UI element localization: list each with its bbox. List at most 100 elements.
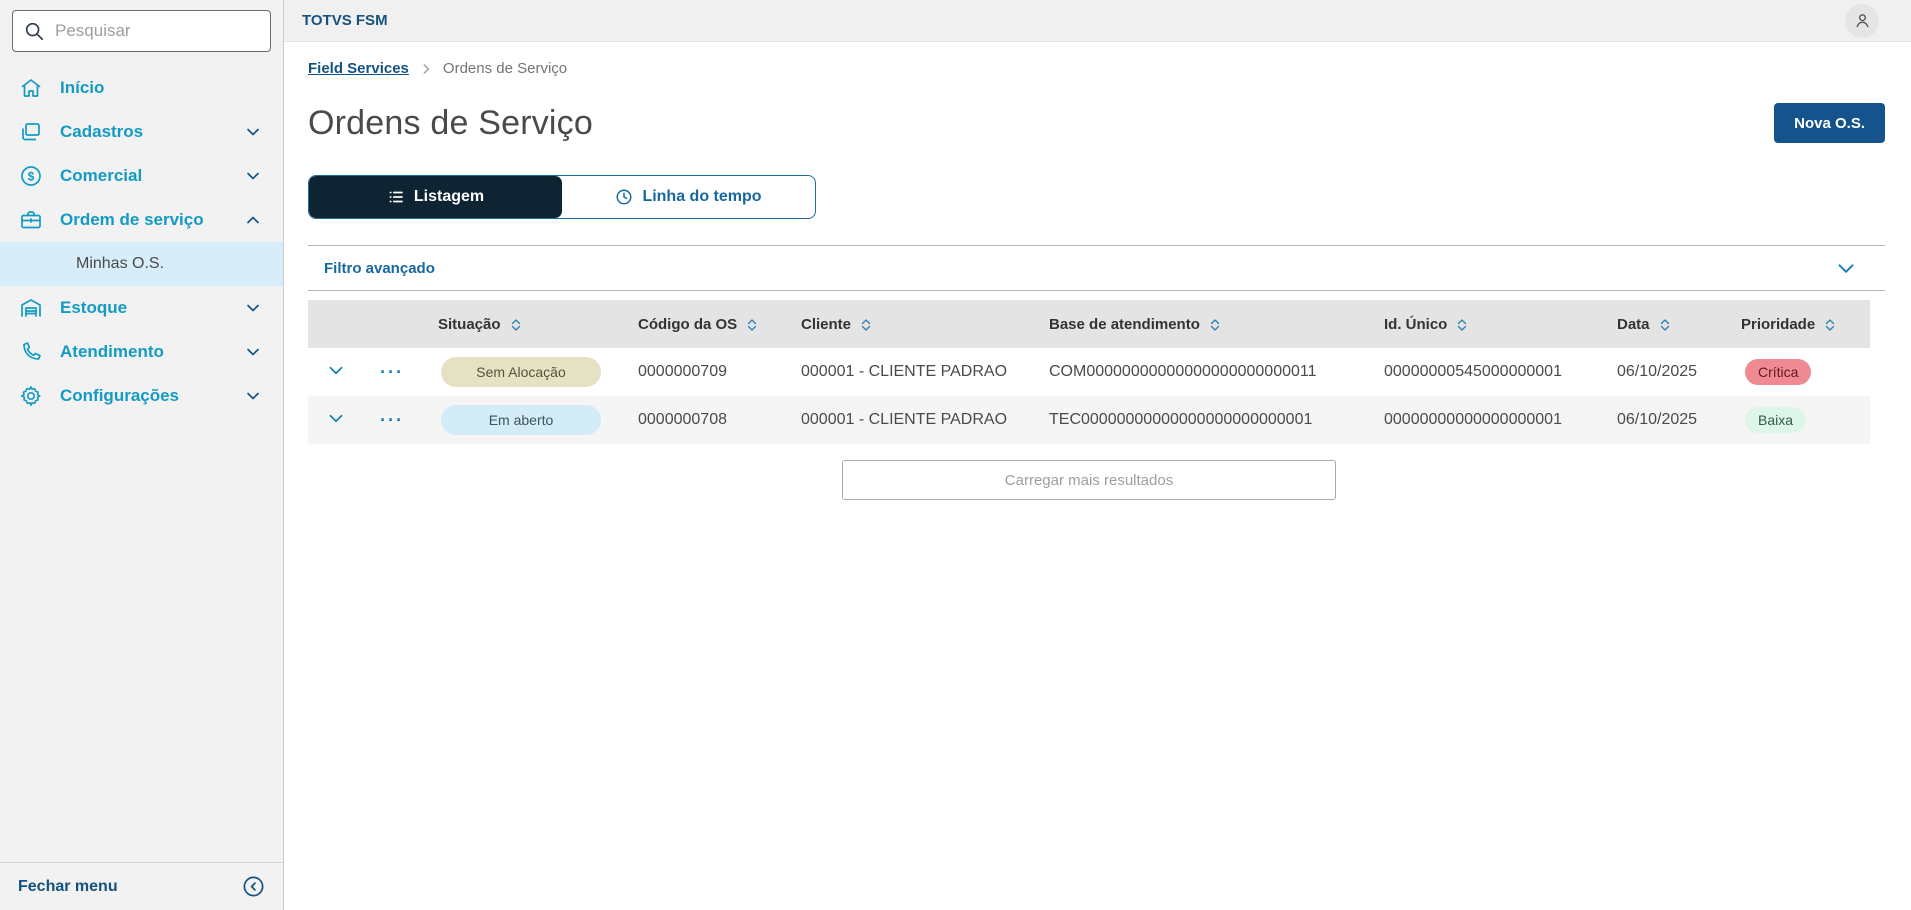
tab-linha-do-tempo[interactable]: Linha do tempo	[562, 176, 815, 218]
collapse-menu-label: Fechar menu	[18, 877, 118, 895]
breadcrumb-link-field-services[interactable]: Field Services	[308, 60, 409, 77]
row-actions-icon[interactable]: ···	[380, 409, 404, 430]
advanced-filter-label[interactable]: Filtro avançado	[324, 259, 435, 277]
new-os-button[interactable]: Nova O.S.	[1774, 103, 1885, 143]
sidebar-item-estoque[interactable]: Estoque	[0, 286, 283, 330]
sidebar-menu: Início Cadastros $	[0, 66, 283, 418]
briefcase-icon	[18, 208, 44, 232]
tabs: Listagem Linha do tempo	[308, 175, 1885, 219]
sort-icon[interactable]	[1824, 318, 1836, 332]
home-icon	[18, 76, 44, 100]
cell-data: 06/10/2025	[1617, 363, 1698, 380]
sidebar-item-label: Início	[60, 78, 105, 97]
chevron-down-icon[interactable]	[1833, 255, 1859, 281]
header-codigo-da-os[interactable]: Código da OS	[622, 300, 785, 348]
header-prioridade[interactable]: Prioridade	[1725, 300, 1870, 348]
collapse-menu-button[interactable]: Fechar menu	[0, 862, 283, 910]
chevron-left-circle-icon	[242, 875, 265, 898]
chevron-down-icon	[243, 166, 263, 186]
sidebar-item-label: Atendimento	[60, 342, 164, 361]
sidebar: Início Cadastros $	[0, 0, 284, 910]
topbar: TOTVS FSM	[284, 0, 1911, 42]
header-actions	[364, 300, 420, 348]
sidebar-item-inicio[interactable]: Início	[0, 66, 283, 110]
tab-listagem[interactable]: Listagem	[309, 176, 562, 218]
load-more-wrap: Carregar mais resultados	[308, 460, 1870, 500]
list-icon	[389, 191, 403, 203]
sort-icon[interactable]	[860, 318, 872, 332]
header-situacao[interactable]: Situação	[420, 300, 622, 348]
load-more-button[interactable]: Carregar mais resultados	[842, 460, 1336, 500]
main-area: TOTVS FSM Field Services Ordens de Servi…	[284, 0, 1911, 910]
sort-icon[interactable]	[1659, 318, 1671, 332]
sidebar-search[interactable]	[12, 10, 271, 52]
chevron-up-icon	[243, 210, 263, 230]
status-badge: Em aberto	[441, 405, 601, 435]
chevron-down-icon	[243, 386, 263, 406]
cell-codigo: 0000000709	[638, 363, 727, 380]
advanced-filter-bar: Filtro avançado	[308, 245, 1885, 291]
cell-base: TEC00000000000000000000000001	[1049, 411, 1313, 428]
header-cliente[interactable]: Cliente	[785, 300, 1033, 348]
cell-data: 06/10/2025	[1617, 411, 1698, 428]
cards-icon	[18, 120, 44, 144]
chevron-down-icon	[243, 342, 263, 362]
page-content: Field Services Ordens de Serviço Ordens …	[284, 42, 1911, 500]
dollar-circle-icon: $	[18, 164, 44, 188]
header-expand	[308, 300, 364, 348]
cell-cliente: 000001 - CLIENTE PADRAO	[801, 411, 1008, 428]
tab-label: Linha do tempo	[642, 188, 762, 205]
header-data[interactable]: Data	[1601, 300, 1725, 348]
user-avatar-button[interactable]	[1845, 3, 1879, 38]
priority-badge: Crítica	[1745, 359, 1812, 385]
sidebar-item-label: Comercial	[60, 166, 143, 185]
search-icon	[25, 22, 44, 41]
header-base-de-atendimento[interactable]: Base de atendimento	[1033, 300, 1368, 348]
page-title: Ordens de Serviço	[308, 103, 593, 142]
cell-id-unico: 00000000545000000001	[1384, 363, 1562, 380]
sidebar-subitem-label: Minhas O.S.	[76, 255, 165, 272]
sort-icon[interactable]	[510, 318, 522, 332]
warehouse-icon	[18, 296, 44, 320]
sidebar-item-label: Configurações	[60, 386, 180, 405]
phone-icon	[18, 340, 44, 364]
person-icon	[1856, 14, 1868, 28]
gear-icon	[18, 384, 44, 408]
search-input[interactable]	[55, 21, 260, 41]
priority-badge: Baixa	[1745, 407, 1807, 433]
app-title: TOTVS FSM	[302, 12, 388, 29]
sidebar-item-comercial[interactable]: $ Comercial	[0, 154, 283, 198]
sidebar-item-atendimento[interactable]: Atendimento	[0, 330, 283, 374]
cell-base: COM00000000000000000000000011	[1049, 363, 1317, 380]
row-actions-icon[interactable]: ···	[380, 361, 404, 382]
cell-id-unico: 00000000000000000001	[1384, 411, 1562, 428]
os-table: Situação Código da OS Cliente Base de at…	[308, 300, 1870, 444]
sidebar-item-cadastros[interactable]: Cadastros	[0, 110, 283, 154]
table-header: Situação Código da OS Cliente Base de at…	[308, 300, 1870, 348]
table-row: ··· Sem Alocação 0000000709 000001 - CLI…	[308, 348, 1870, 396]
breadcrumb-current: Ordens de Serviço	[442, 60, 568, 77]
sort-icon[interactable]	[1209, 318, 1221, 332]
title-row: Ordens de Serviço Nova O.S.	[308, 103, 1885, 143]
status-badge: Sem Alocação	[441, 357, 601, 387]
expand-row-icon[interactable]	[325, 359, 347, 381]
sidebar-item-label: Cadastros	[60, 122, 144, 141]
sidebar-item-configuracoes[interactable]: Configurações	[0, 374, 283, 418]
chevron-down-icon	[243, 298, 263, 318]
clock-icon	[616, 189, 632, 205]
chevron-right-icon	[419, 62, 433, 76]
sidebar-item-label: Ordem de serviço	[60, 210, 204, 229]
sidebar-item-ordem-de-servico[interactable]: Ordem de serviço	[0, 198, 283, 242]
sort-icon[interactable]	[1456, 318, 1468, 332]
sidebar-item-minhas-os[interactable]: Minhas O.S.	[0, 242, 283, 286]
header-id-unico[interactable]: Id. Único	[1368, 300, 1601, 348]
sidebar-item-label: Estoque	[60, 298, 128, 317]
tab-label: Listagem	[413, 188, 485, 205]
sort-icon[interactable]	[746, 318, 758, 332]
chevron-down-icon	[243, 122, 263, 142]
expand-row-icon[interactable]	[325, 407, 347, 429]
cell-codigo: 0000000708	[638, 411, 727, 428]
breadcrumb: Field Services Ordens de Serviço	[308, 60, 1885, 77]
svg-text:$: $	[28, 170, 35, 184]
